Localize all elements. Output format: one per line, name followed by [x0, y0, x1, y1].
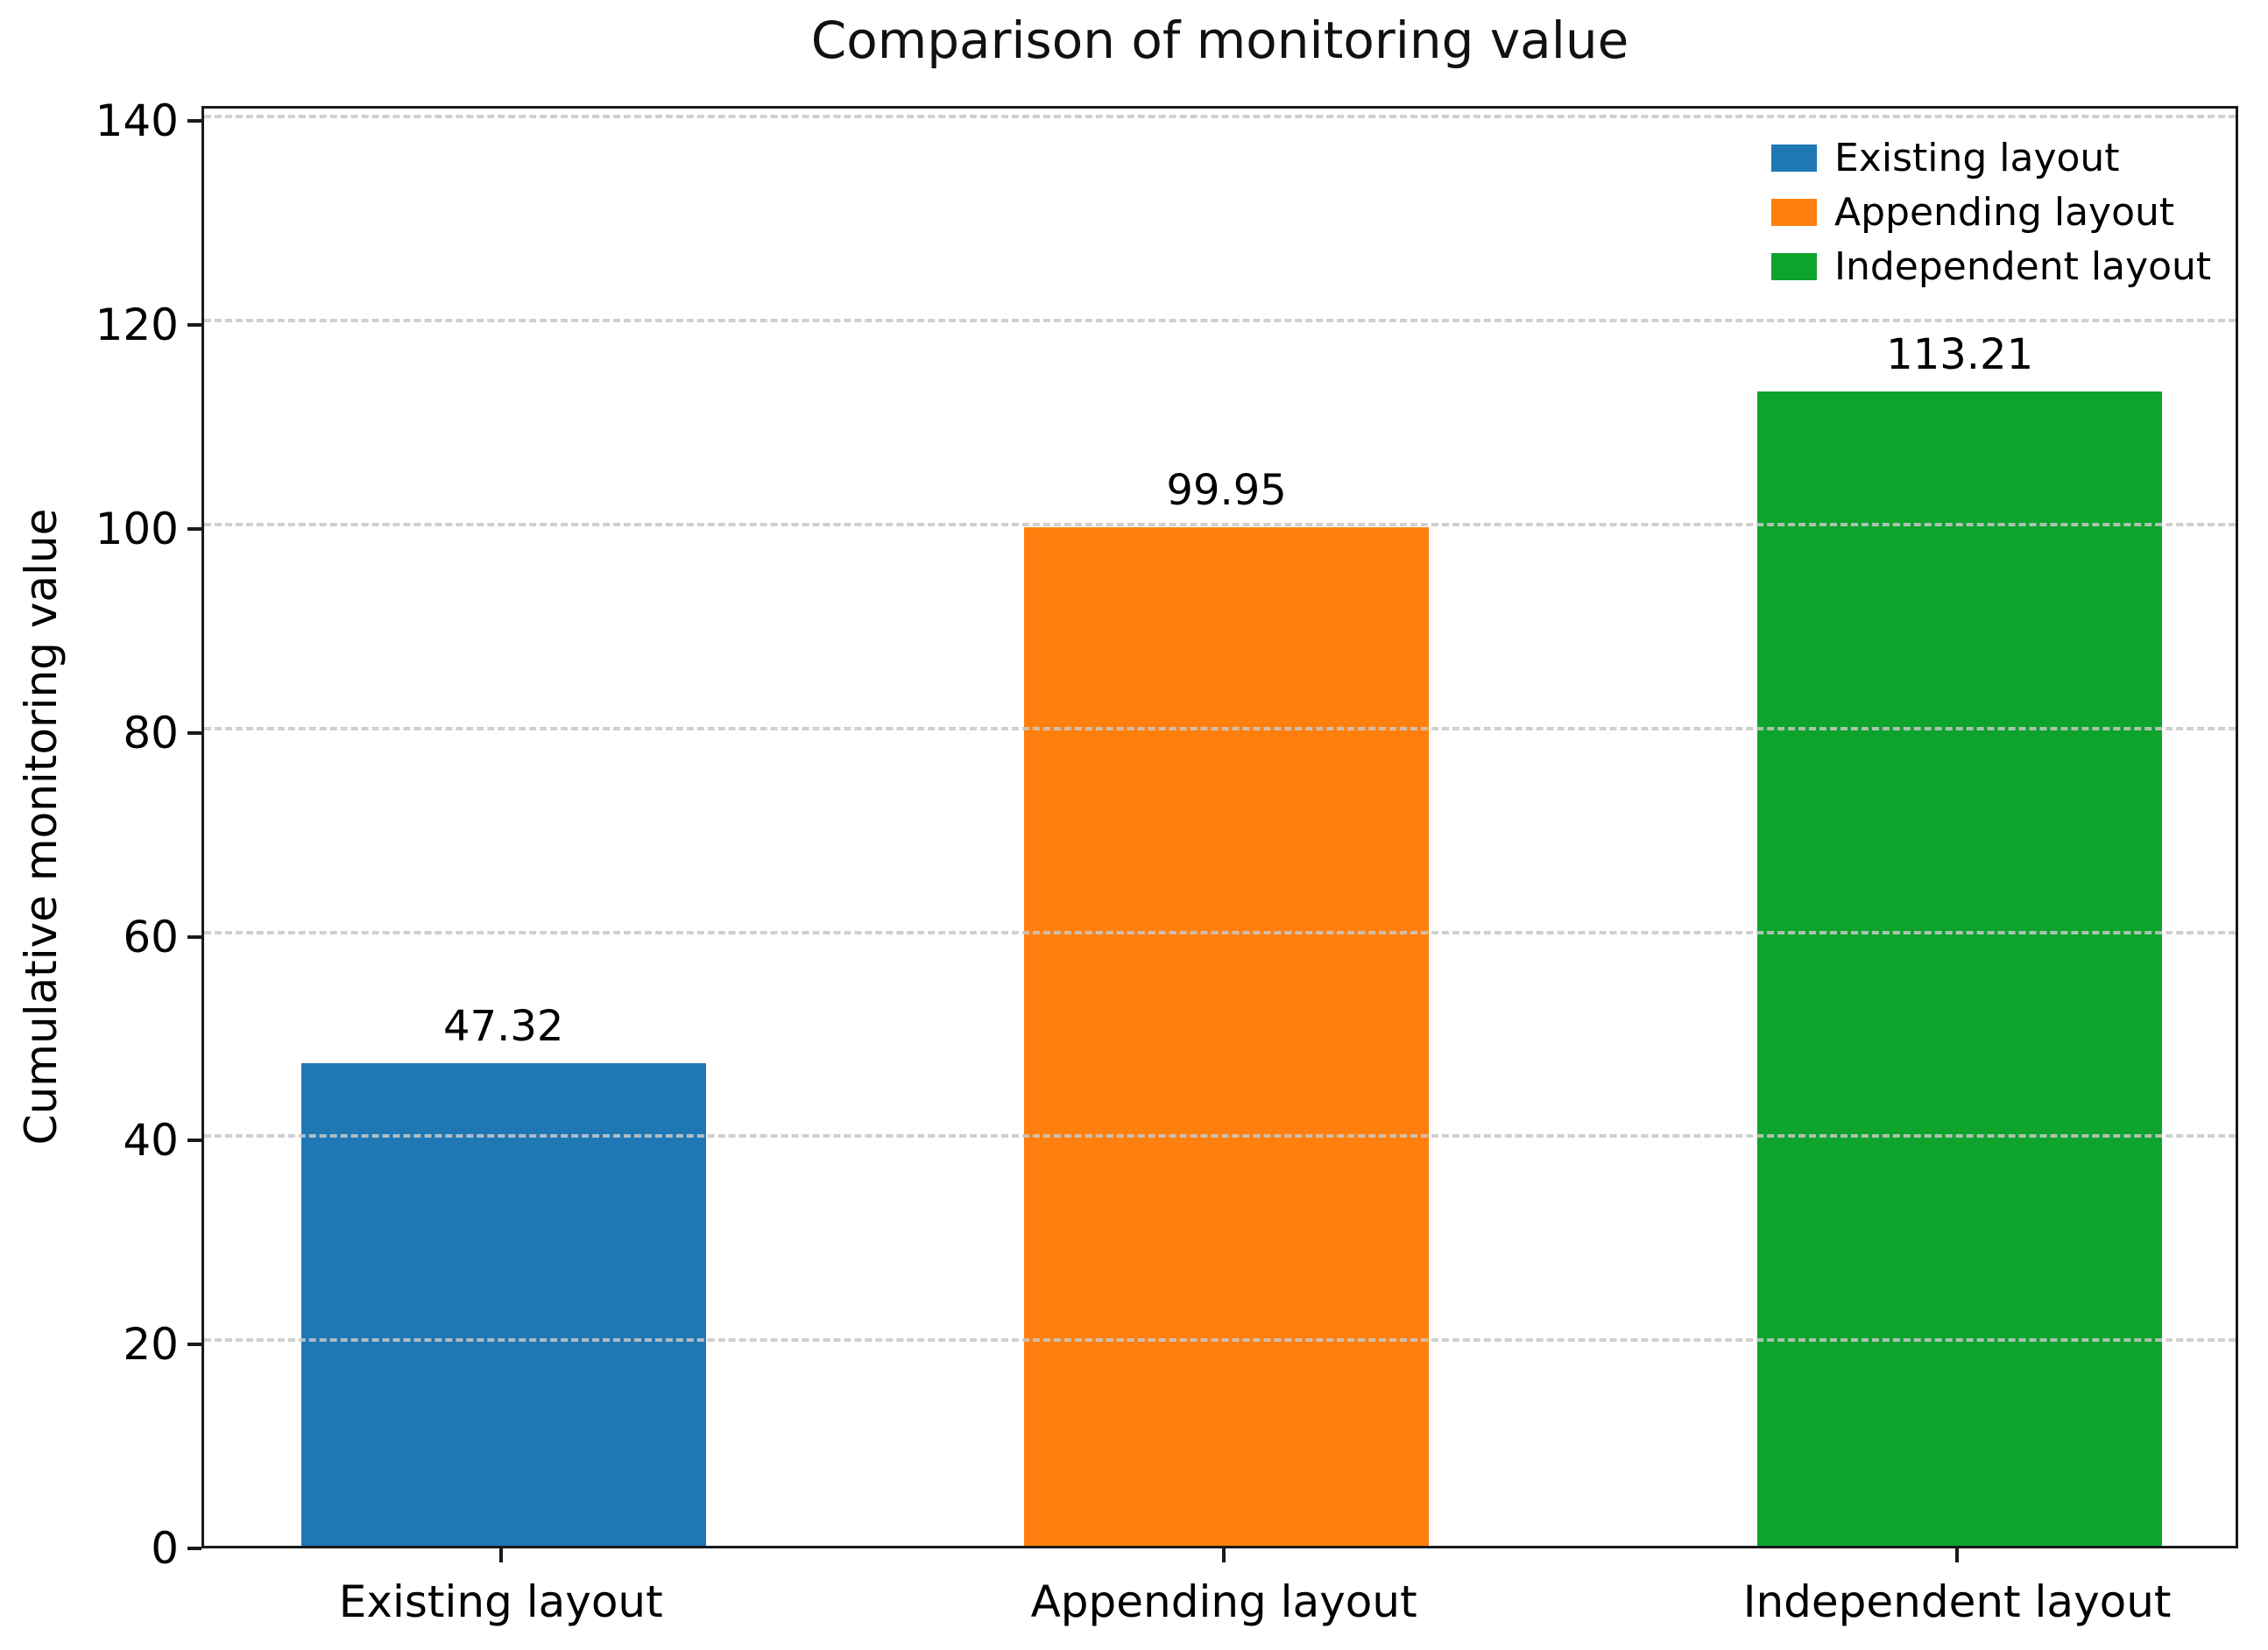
bar-value-label: 113.21 — [1886, 330, 2034, 380]
legend-swatch — [1771, 144, 1817, 172]
legend-item: Independent layout — [1771, 239, 2211, 293]
y-tick-label: 140 — [95, 95, 179, 147]
y-tick-mark — [187, 934, 201, 939]
gridline — [204, 115, 2236, 119]
y-axis-label: Cumulative monitoring value — [16, 508, 67, 1146]
legend-item: Existing layout — [1771, 130, 2211, 185]
bar — [1757, 391, 2163, 1546]
y-tick-mark — [187, 323, 201, 328]
x-tick-mark — [1222, 1548, 1226, 1562]
x-tick-label: Existing layout — [338, 1576, 663, 1627]
plot-area: 47.32 99.95 113.21 — [201, 106, 2238, 1548]
y-tick-label: 80 — [123, 707, 179, 758]
x-tick-label: Appending layout — [1030, 1576, 1417, 1627]
chart-title: Comparison of monitoring value — [810, 11, 1629, 70]
legend: Existing layout Appending layout Independe… — [1771, 130, 2211, 293]
y-tick-mark — [187, 1343, 201, 1347]
gridline — [204, 523, 2236, 527]
y-tick-mark — [187, 1547, 201, 1550]
legend-label: Appending layout — [1834, 189, 2175, 235]
gridline — [204, 1338, 2236, 1343]
gridline — [204, 726, 2236, 730]
bar — [300, 1063, 706, 1546]
bar-value-label: 47.32 — [443, 1002, 564, 1052]
y-tick-label: 0 — [151, 1523, 179, 1574]
y-tick-mark — [187, 1139, 201, 1143]
y-tick-mark — [187, 119, 201, 123]
y-tick-mark — [187, 527, 201, 532]
x-tick-mark — [1955, 1548, 1960, 1562]
legend-label: Independent layout — [1834, 243, 2212, 289]
gridline — [204, 930, 2236, 934]
x-tick-mark — [498, 1548, 503, 1562]
gridline — [204, 319, 2236, 323]
legend-item: Appending layout — [1771, 185, 2211, 239]
legend-label: Existing layout — [1834, 135, 2120, 180]
bar-value-label: 99.95 — [1166, 465, 1287, 515]
y-tick-mark — [187, 730, 201, 735]
y-tick-label: 20 — [123, 1319, 179, 1371]
y-tick-label: 40 — [123, 1115, 179, 1167]
bar — [1024, 526, 1430, 1546]
legend-swatch — [1771, 198, 1817, 226]
legend-swatch — [1771, 252, 1817, 280]
y-tick-label: 60 — [123, 911, 179, 962]
x-tick-label: Independent layout — [1742, 1576, 2172, 1627]
gridline — [204, 1134, 2236, 1139]
y-tick-label: 100 — [95, 504, 179, 555]
y-tick-label: 120 — [95, 300, 179, 351]
